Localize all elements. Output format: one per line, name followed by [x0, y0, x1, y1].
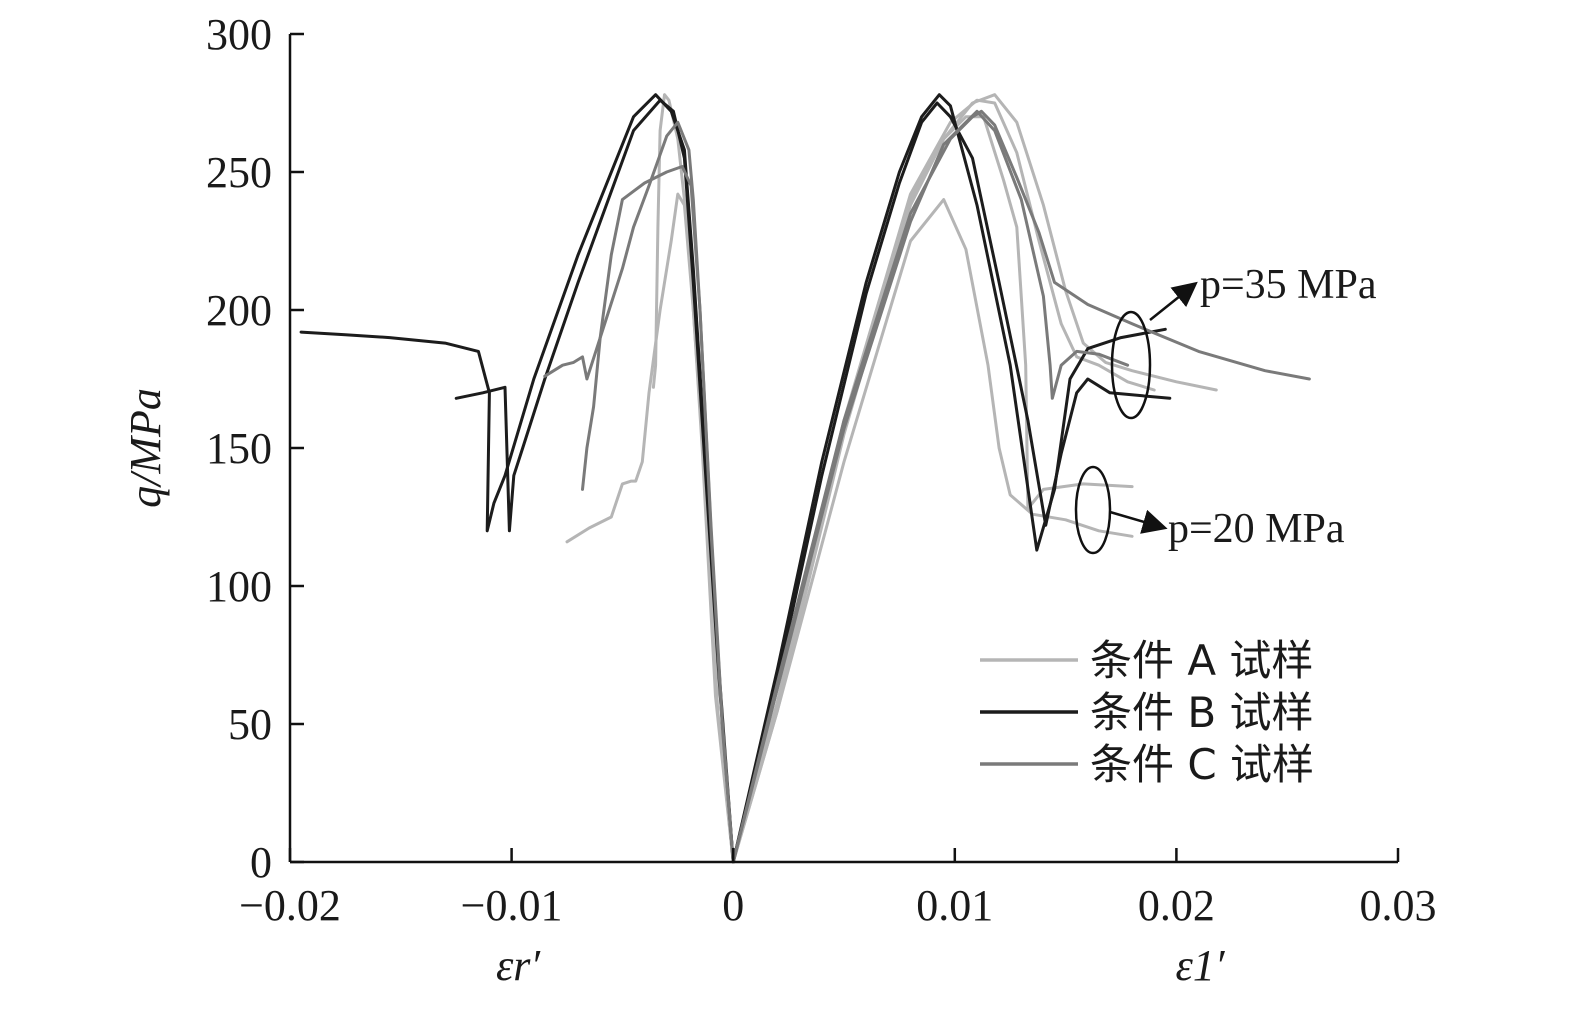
- y-axis-title: q/MPa: [121, 388, 170, 508]
- curve-c-axial-10: [731, 109, 1311, 864]
- curve-a-axial-0: [731, 198, 1134, 864]
- p35-label: p=35 MPa: [1200, 262, 1377, 308]
- y-tick-label: 200: [206, 286, 272, 335]
- curve-b-axial-6: [731, 93, 1167, 864]
- curve-a-axial-3: [731, 115, 1134, 864]
- p35-marker-ellipse: [1110, 310, 1152, 420]
- curve-c-radial-13: [581, 165, 735, 864]
- curves-layer: [299, 93, 1311, 864]
- curve-c-axial-11: [731, 109, 1130, 864]
- p20-marker-ellipse: [1074, 465, 1112, 555]
- labels-layer: q/MPa εr′ ε1′: [121, 388, 1226, 990]
- curve-b-axial-7: [731, 101, 1172, 864]
- curve-b-radial-9: [454, 98, 735, 864]
- legend-label-c: 条件 C 试样: [1090, 740, 1314, 789]
- x-tick-label: −0.02: [239, 881, 341, 930]
- y-tick-label: 100: [206, 562, 272, 611]
- x-axis-title-axial: ε1′: [1176, 941, 1226, 990]
- legend-label-a: 条件 A 试样: [1090, 636, 1313, 685]
- x-tick-label: 0.01: [916, 881, 993, 930]
- x-tick-label: 0: [722, 881, 744, 930]
- axes-layer: 0 50 100 150 200 250 300 −0.02 −0.01 0 0.01 0.02 0.0…: [206, 10, 1437, 930]
- y-tick-label: 150: [206, 424, 272, 473]
- p35-arrow: [1149, 281, 1198, 321]
- y-tick-label: 50: [228, 700, 272, 749]
- p20-label: p=20 MPa: [1168, 506, 1345, 552]
- y-tick-label: 250: [206, 148, 272, 197]
- annotations-layer: p=35 MPa p=20 MPa: [1074, 262, 1377, 555]
- x-tick-label: −0.01: [461, 881, 563, 930]
- y-tick-label: 300: [206, 10, 272, 59]
- p20-arrow: [1109, 509, 1168, 534]
- y-tick-label: 0: [250, 838, 272, 887]
- curve-b-radial-8: [299, 93, 735, 864]
- x-tick-label: 0.02: [1138, 881, 1215, 930]
- x-axis-title-radial: εr′: [496, 941, 541, 990]
- x-tick-label: 0.03: [1360, 881, 1437, 930]
- curve-a-radial-5: [651, 93, 735, 864]
- legend-label-b: 条件 B 试样: [1090, 688, 1314, 737]
